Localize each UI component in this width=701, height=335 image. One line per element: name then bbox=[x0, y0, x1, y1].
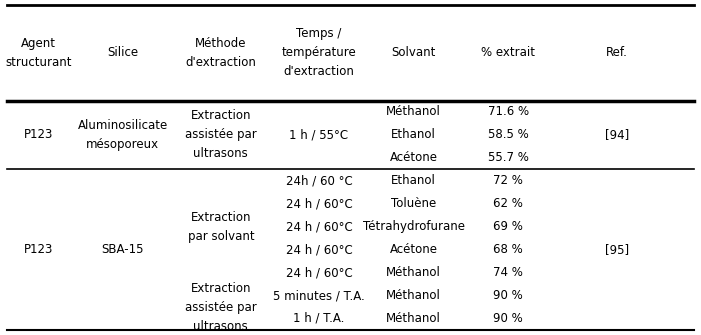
Text: 24 h / 60°C: 24 h / 60°C bbox=[285, 197, 353, 210]
Text: Méthanol: Méthanol bbox=[386, 106, 441, 119]
Text: 71.6 %: 71.6 % bbox=[488, 106, 529, 119]
Text: Extraction
assistée par
ultrasons: Extraction assistée par ultrasons bbox=[185, 281, 257, 333]
Text: Méthanol: Méthanol bbox=[386, 266, 441, 279]
Text: 69 %: 69 % bbox=[494, 220, 523, 233]
Text: Ethanol: Ethanol bbox=[391, 174, 436, 187]
Text: [95]: [95] bbox=[605, 243, 629, 256]
Text: SBA-15: SBA-15 bbox=[102, 243, 144, 256]
Text: 5 minutes / T.A.: 5 minutes / T.A. bbox=[273, 289, 365, 302]
Text: Acétone: Acétone bbox=[390, 151, 437, 164]
Text: Agent
structurant: Agent structurant bbox=[6, 37, 72, 69]
Text: Méthanol: Méthanol bbox=[386, 289, 441, 302]
Text: % extrait: % extrait bbox=[481, 46, 536, 59]
Text: Extraction
par solvant: Extraction par solvant bbox=[187, 211, 254, 243]
Text: Tétrahydrofurane: Tétrahydrofurane bbox=[362, 220, 465, 233]
Text: 90 %: 90 % bbox=[494, 289, 523, 302]
Text: 68 %: 68 % bbox=[494, 243, 523, 256]
Text: Toluène: Toluène bbox=[391, 197, 436, 210]
Text: 90 %: 90 % bbox=[494, 312, 523, 325]
Text: Aluminosilicate
mésoporeux: Aluminosilicate mésoporeux bbox=[78, 119, 168, 151]
Text: Silice: Silice bbox=[107, 46, 138, 59]
Text: Méthode
d'extraction: Méthode d'extraction bbox=[185, 37, 257, 69]
Text: 1 h / 55°C: 1 h / 55°C bbox=[290, 128, 348, 141]
Text: 55.7 %: 55.7 % bbox=[488, 151, 529, 164]
Text: P123: P123 bbox=[24, 243, 53, 256]
Text: Extraction
assistée par
ultrasons: Extraction assistée par ultrasons bbox=[185, 109, 257, 160]
Text: Acétone: Acétone bbox=[390, 243, 437, 256]
Text: 62 %: 62 % bbox=[494, 197, 523, 210]
Text: 1 h / T.A.: 1 h / T.A. bbox=[293, 312, 345, 325]
Text: [94]: [94] bbox=[605, 128, 629, 141]
Text: 58.5 %: 58.5 % bbox=[488, 128, 529, 141]
Text: Ethanol: Ethanol bbox=[391, 128, 436, 141]
Text: P123: P123 bbox=[24, 128, 53, 141]
Text: Temps /
température
d'extraction: Temps / température d'extraction bbox=[282, 27, 356, 78]
Text: Méthanol: Méthanol bbox=[386, 312, 441, 325]
Text: 74 %: 74 % bbox=[494, 266, 523, 279]
Text: 24 h / 60°C: 24 h / 60°C bbox=[285, 243, 353, 256]
Text: Ref.: Ref. bbox=[606, 46, 628, 59]
Text: 72 %: 72 % bbox=[494, 174, 523, 187]
Text: 24h / 60 °C: 24h / 60 °C bbox=[285, 174, 353, 187]
Text: 24 h / 60°C: 24 h / 60°C bbox=[285, 266, 353, 279]
Text: 24 h / 60°C: 24 h / 60°C bbox=[285, 220, 353, 233]
Text: Solvant: Solvant bbox=[391, 46, 436, 59]
